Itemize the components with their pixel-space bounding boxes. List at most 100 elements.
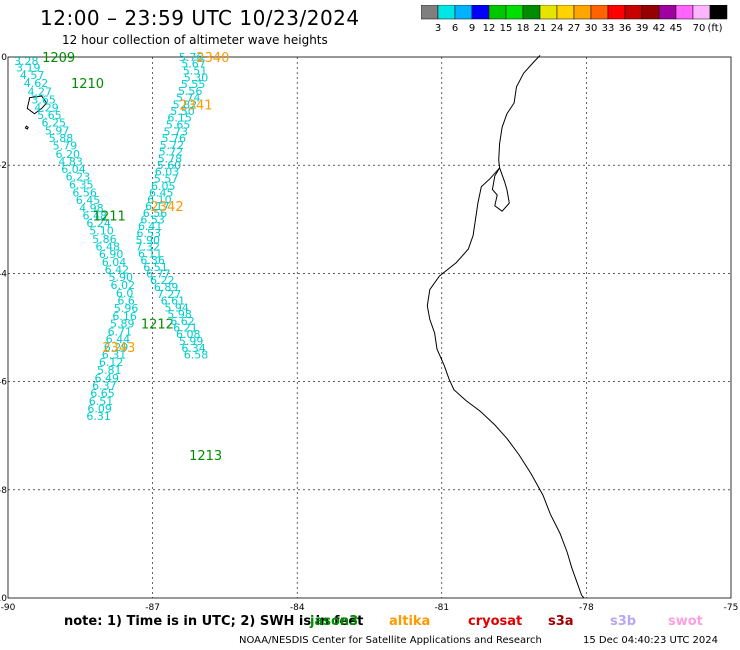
wave-height-label: 5.55	[181, 78, 206, 91]
colorbar-label: 30	[585, 23, 598, 34]
chart-title: 12:00 – 23:59 UTC 10/23/2024	[40, 6, 360, 30]
colorbar-label: 21	[534, 23, 547, 34]
colorbar: 3 6 9 12 15 18 21 24 27 30 33 36 39 42 45 70 (ft)	[421, 5, 728, 34]
wave-height-label: 6.45	[76, 194, 101, 207]
colorbar-label: 9	[469, 23, 475, 34]
wave-height-label: 4.98	[79, 202, 104, 215]
y-tick-label: -4	[0, 269, 7, 279]
wave-height-label: 5.50	[170, 105, 195, 118]
legend-item-s3a: s3a	[548, 614, 574, 629]
legend-item-jason3: jason3	[310, 614, 359, 629]
wave-height-label: 6.02	[110, 279, 135, 292]
wave-height-label: 6.34	[181, 342, 206, 355]
wave-height-label: 6.22	[150, 274, 175, 287]
wave-height-label: 6.10	[147, 193, 172, 206]
wave-height-label: 6.24	[86, 217, 111, 230]
wave-height-label: 6.05	[151, 180, 176, 193]
wave-height-label: 6.89	[154, 281, 179, 294]
wave-height-label: 6.20	[56, 148, 81, 161]
wave-height-label: 5.88	[49, 132, 74, 145]
wave-height-label: 5.10	[89, 225, 114, 238]
wave-height-label: 6.31	[86, 410, 111, 423]
plot-area: -90-87-84-81-78-750-2-4-6-8-103.283.194.…	[0, 51, 738, 613]
wave-height-label: 6.0	[116, 287, 134, 300]
wave-height-label: 5.96	[114, 302, 139, 315]
wave-height-label: 3.28	[14, 55, 39, 68]
wave-height-label: 4.57	[20, 69, 45, 82]
wave-height-label: 5.78	[158, 153, 183, 166]
chart-subtitle: 12 hour collection of altimeter wave hei…	[62, 33, 328, 47]
colorbar-label: 36	[619, 23, 632, 34]
pass-time-label: 2342	[151, 200, 184, 215]
wave-height-label: 6.48	[83, 210, 108, 223]
wave-height-label: 6.45	[149, 186, 174, 199]
wave-height-label: 4.27	[28, 86, 53, 99]
wave-height-label: 6.15	[167, 112, 192, 125]
wave-height-label: 5.79	[53, 140, 78, 153]
island	[24, 125, 29, 130]
colorbar-label: 42	[653, 23, 666, 34]
wave-height-label: 6.36	[140, 254, 165, 267]
pass-time-label: 1212	[141, 318, 174, 333]
wave-height-label: 7.27	[157, 288, 182, 301]
colorbar-label: 39	[636, 23, 649, 34]
colorbar-label: 18	[517, 23, 530, 34]
wave-height-label: 5.99	[179, 335, 204, 348]
wave-height-label: 5.90	[136, 234, 161, 247]
wave-height-label: 6.03	[155, 166, 180, 179]
wave-height-label: 5.30	[184, 72, 209, 85]
wave-height-label: 5.73	[163, 126, 188, 139]
wave-height-label: 6.71	[108, 325, 133, 338]
footer-date: 15 Dec 04:40:23 UTC 2024	[583, 635, 718, 646]
y-tick-label: -6	[0, 378, 7, 388]
grid	[8, 57, 731, 598]
colorbar-label: 15	[500, 23, 513, 34]
wave-height-label: 4.83	[58, 155, 83, 168]
wave-height-label: 6.42	[105, 264, 130, 277]
wave-height-label: 5.60	[157, 159, 182, 172]
wave-height-label: 5.94	[164, 301, 189, 314]
wave-height-label: 5.97	[45, 125, 70, 138]
wave-height-label: 5.72	[159, 146, 184, 159]
y-tick-label: 0	[1, 53, 7, 63]
pass-time-label: 1210	[71, 77, 104, 92]
wave-height-label: 6.31	[102, 349, 127, 362]
colorbar-label: 33	[602, 23, 615, 34]
wave-height-label: 6.61	[161, 294, 186, 307]
y-tick-label: -10	[0, 594, 7, 604]
wave-height-label: 6.37	[92, 379, 117, 392]
wave-height-label: 6.04	[61, 163, 86, 176]
wave-height-label: 7.32	[136, 240, 161, 253]
wave-height-label: 5.72	[160, 139, 185, 152]
wave-height-label: 6.51	[143, 261, 168, 274]
colorbar-unit: (ft)	[707, 23, 722, 34]
colorbar-label: 6	[452, 23, 458, 34]
y-tick-label: -2	[0, 161, 7, 171]
wave-height-label: 6.11	[138, 247, 163, 260]
wave-height-label: 6.58	[184, 349, 209, 362]
wave-height-label: 6.6	[117, 294, 135, 307]
colorbar-swatch	[709, 5, 728, 20]
wave-height-label: 6.44	[106, 333, 131, 346]
pass-time-label: 2341	[179, 99, 212, 114]
y-tick-label: -8	[0, 486, 7, 496]
plot-frame	[7, 56, 732, 599]
pass-time-label: 2343	[102, 341, 135, 356]
wave-height-label: 6.23	[66, 171, 91, 184]
wave-height-label: 6.53	[136, 227, 161, 240]
wave-height-label: 5.65	[37, 109, 62, 122]
wave-height-label: 6.56	[72, 186, 97, 199]
colorbar-label: 27	[568, 23, 581, 34]
wave-height-label: 3.65	[31, 94, 56, 107]
wave-height-label: 6.17	[145, 200, 170, 213]
x-tick-label: -81	[434, 603, 449, 613]
wave-height-label: 4.62	[24, 77, 49, 90]
wave-height-label: 6.09	[87, 403, 112, 416]
wave-height-label: 6.77	[146, 267, 171, 280]
wave-height-label: 5.67	[181, 57, 206, 70]
wave-height-label: 5.81	[97, 364, 122, 377]
legend-item-s3b: s3b	[610, 614, 637, 629]
wave-height-label: 5.76	[162, 132, 187, 145]
wave-height-label: 5.57	[154, 173, 179, 186]
wave-height-label: 5.65	[166, 119, 191, 132]
